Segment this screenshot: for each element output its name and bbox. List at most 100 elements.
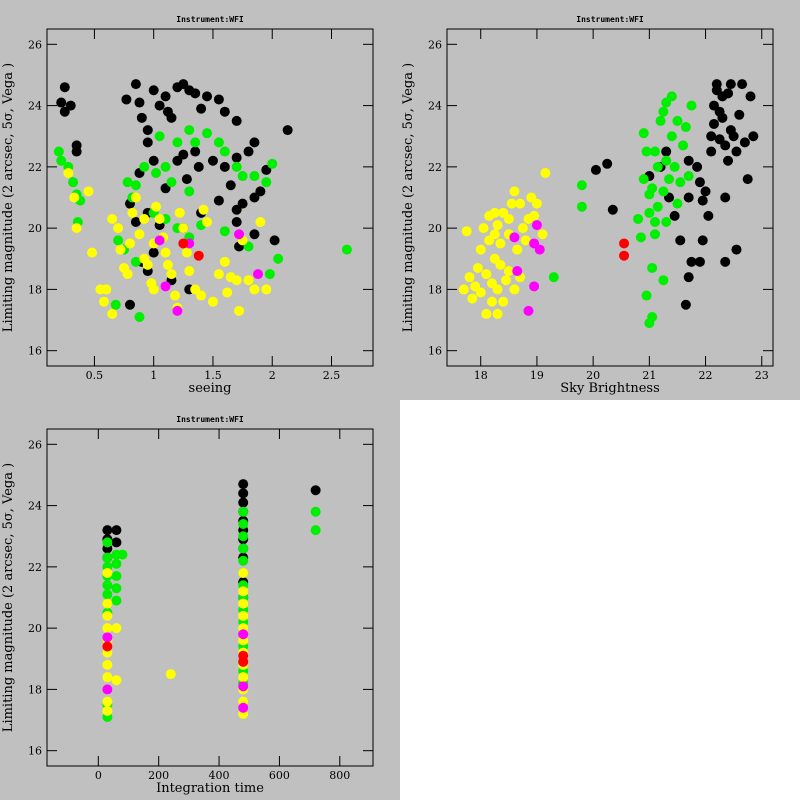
x-tick-label: 20: [586, 369, 600, 382]
data-point: [134, 97, 145, 108]
data-point: [489, 229, 500, 240]
data-point: [310, 506, 321, 517]
data-point: [172, 305, 183, 316]
data-point: [101, 284, 112, 295]
chart-title: Instrument:WFI: [176, 415, 244, 424]
x-axis-label: seeing: [189, 381, 232, 396]
data-point: [669, 210, 680, 221]
y-tick-label: 16: [28, 745, 42, 758]
data-point: [111, 583, 122, 594]
data-point: [529, 210, 540, 221]
data-point: [184, 266, 195, 277]
data-point: [238, 543, 249, 554]
y-tick-label: 16: [428, 345, 442, 358]
data-point: [658, 186, 669, 197]
data-point: [111, 558, 122, 569]
data-point: [238, 567, 249, 578]
chart-title: Instrument:WFI: [576, 15, 644, 24]
data-point: [635, 232, 646, 243]
data-point: [139, 213, 150, 224]
data-point: [237, 198, 248, 209]
data-point: [117, 549, 128, 560]
y-tick-label: 20: [28, 622, 42, 635]
data-point: [249, 229, 260, 240]
data-point: [102, 641, 113, 652]
data-point: [475, 244, 486, 255]
data-point: [520, 235, 531, 246]
data-point: [720, 140, 731, 151]
data-point: [264, 269, 275, 280]
data-point: [165, 669, 176, 680]
data-point: [160, 281, 171, 292]
data-point: [641, 146, 652, 157]
x-tick-label: 400: [209, 769, 230, 782]
y-tick-label: 18: [28, 683, 42, 696]
data-point: [515, 198, 526, 209]
data-point: [576, 201, 587, 212]
data-point: [148, 247, 159, 258]
data-point: [238, 681, 249, 692]
data-point: [731, 146, 742, 157]
data-point: [111, 595, 122, 606]
data-point: [102, 567, 113, 578]
data-point: [249, 192, 260, 203]
data-point: [238, 506, 249, 517]
data-point: [130, 256, 141, 267]
data-point: [512, 244, 523, 255]
data-point: [238, 610, 249, 621]
data-point: [166, 269, 177, 280]
data-point: [111, 675, 122, 686]
chart-title: Instrument:WFI: [176, 15, 244, 24]
data-point: [134, 311, 145, 322]
data-point: [647, 262, 658, 273]
data-point: [102, 598, 113, 609]
data-point: [68, 177, 79, 188]
data-point: [686, 256, 697, 267]
y-tick-label: 26: [28, 438, 42, 451]
data-point: [249, 284, 260, 295]
data-point: [238, 531, 249, 542]
data-point: [664, 174, 675, 185]
data-point: [196, 290, 207, 301]
data-point: [683, 171, 694, 182]
data-point: [484, 210, 495, 221]
x-tick-label: 18: [474, 369, 488, 382]
y-tick-label: 16: [28, 345, 42, 358]
data-point: [102, 696, 113, 707]
data-point: [71, 146, 82, 157]
data-point: [548, 272, 559, 283]
data-point: [190, 137, 201, 148]
data-point: [678, 140, 689, 151]
data-point: [124, 299, 135, 310]
y-tick-label: 22: [28, 161, 42, 174]
data-point: [113, 235, 124, 246]
data-point: [231, 275, 242, 286]
data-point: [69, 192, 80, 203]
data-point: [53, 146, 64, 157]
data-point: [166, 177, 177, 188]
data-point: [675, 177, 686, 188]
data-point: [71, 223, 82, 234]
data-point: [202, 217, 213, 228]
data-point: [110, 299, 121, 310]
data-point: [683, 192, 694, 203]
x-tick-label: 2.5: [323, 369, 341, 382]
y-tick-label: 26: [28, 38, 42, 51]
data-point: [184, 186, 195, 197]
data-point: [661, 155, 672, 166]
data-point: [495, 238, 506, 249]
data-point: [641, 290, 652, 301]
data-point: [498, 296, 509, 307]
data-point: [231, 115, 242, 126]
y-tick-label: 20: [428, 222, 442, 235]
data-point: [492, 308, 503, 319]
data-point: [492, 284, 503, 295]
data-point: [122, 177, 133, 188]
data-point: [219, 226, 230, 237]
data-point: [273, 253, 284, 264]
data-point: [661, 146, 672, 157]
data-point: [495, 259, 506, 270]
x-tick-label: 2: [269, 369, 276, 382]
y-tick-label: 24: [28, 500, 42, 513]
data-point: [708, 118, 719, 129]
